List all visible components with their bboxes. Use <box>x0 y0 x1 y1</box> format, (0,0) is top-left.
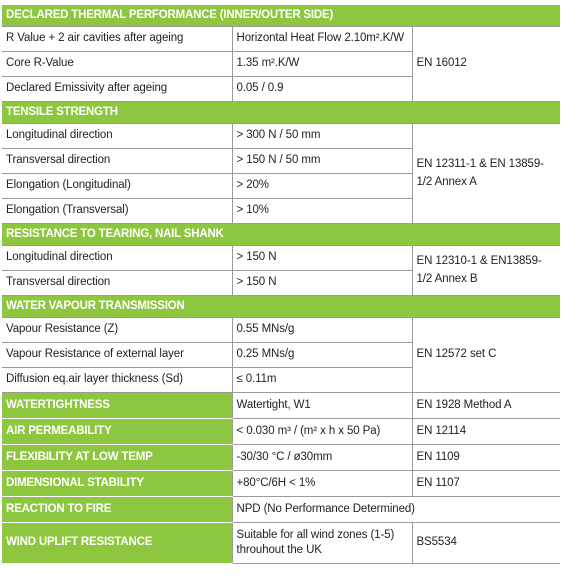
table-row: Longitudinal direction > 300 N / 50 mm E… <box>2 123 561 224</box>
table-row: Transversal direction > 150 N / 50 mm <box>2 148 560 174</box>
row-label: FLEXIBILITY AT LOW TEMP <box>2 444 232 471</box>
table-row: Vapour Resistance of external layer 0.25… <box>2 342 560 368</box>
property-label: Vapour Resistance of external layer <box>2 342 233 368</box>
table-row: R Value + 2 air cavities after ageing Ho… <box>2 26 561 102</box>
table-row: Declared Emissivity after ageing 0.05 / … <box>2 76 560 102</box>
property-value: +80°C/6H < 1% <box>231 470 413 497</box>
table-row: Transversal direction > 150 N <box>2 270 560 296</box>
section-header: TENSILE STRENGTH <box>2 101 561 124</box>
property-value: Suitable for all wind zones (1-5) throuh… <box>231 522 413 564</box>
table-row: Longitudinal direction > 150 N EN 12310-… <box>2 245 561 296</box>
property-value: 0.55 MNs/g <box>231 317 413 343</box>
property-label: Elongation (Longitudinal) <box>2 173 233 199</box>
standard-reference: EN 12311-1 & EN 13859-1/2 Annex A <box>411 123 561 224</box>
standard-reference: EN 16012 <box>411 26 561 102</box>
property-value: 1.35 m².K/W <box>231 51 413 77</box>
property-value: > 150 N <box>231 270 413 296</box>
table-row: WIND UPLIFT RESISTANCE Suitable for all … <box>2 522 561 564</box>
property-label: Longitudinal direction <box>2 245 233 271</box>
table-row: Vapour Resistance (Z) 0.55 MNs/g EN 1257… <box>2 317 561 393</box>
table-row: WATERTIGHTNESS Watertight, W1 EN 1928 Me… <box>2 392 561 419</box>
section-title: WATER VAPOUR TRANSMISSION <box>2 295 561 318</box>
property-label: Diffusion eq.air layer thickness (Sd) <box>2 367 233 393</box>
standard-reference: EN 12114 <box>412 418 561 445</box>
section-header: RESISTANCE TO TEARING, NAIL SHANK <box>2 223 561 246</box>
standard-reference: EN 1928 Method A <box>412 392 561 419</box>
table-row: Elongation (Transversal) > 10% <box>2 198 560 224</box>
property-value: < 0.030 m³ / (m² x h x 50 Pa) <box>231 418 413 445</box>
property-value: Watertight, W1 <box>231 392 413 419</box>
property-value: 0.05 / 0.9 <box>231 76 413 102</box>
table-row: Diffusion eq.air layer thickness (Sd) ≤ … <box>2 367 560 393</box>
section-header: DECLARED THERMAL PERFORMANCE (INNER/OUTE… <box>2 5 561 27</box>
property-label: Vapour Resistance (Z) <box>2 317 233 343</box>
performance-table: DECLARED THERMAL PERFORMANCE (INNER/OUTE… <box>2 5 561 564</box>
property-label: Longitudinal direction <box>2 123 233 149</box>
table-row: FLEXIBILITY AT LOW TEMP -30/30 °C / ø30m… <box>2 444 561 471</box>
table-row: AIR PERMEABILITY < 0.030 m³ / (m² x h x … <box>2 418 561 445</box>
standard-reference: BS5534 <box>412 522 561 564</box>
property-label: Elongation (Transversal) <box>2 198 233 224</box>
property-label: Declared Emissivity after ageing <box>2 76 233 102</box>
property-value: > 10% <box>231 198 413 224</box>
standard-reference: EN 12310-1 & EN13859-1/2 Annex B <box>411 245 561 296</box>
row-label: AIR PERMEABILITY <box>2 418 232 445</box>
property-value: Horizontal Heat Flow 2.10m².K/W <box>231 26 413 52</box>
property-label: R Value + 2 air cavities after ageing <box>2 26 233 52</box>
property-value: NPD (No Performance Determined) <box>231 496 561 523</box>
standard-reference: EN 1109 <box>412 444 561 471</box>
table-row: Elongation (Longitudinal) > 20% <box>2 173 560 199</box>
property-label: Transversal direction <box>2 270 233 296</box>
property-label: Transversal direction <box>2 148 233 174</box>
table-row: REACTION TO FIRE NPD (No Performance Det… <box>2 496 561 523</box>
row-label: WIND UPLIFT RESISTANCE <box>2 522 232 564</box>
section-header: WATER VAPOUR TRANSMISSION <box>2 295 561 318</box>
row-label: REACTION TO FIRE <box>2 496 232 523</box>
row-label: DIMENSIONAL STABILITY <box>2 470 232 497</box>
row-label: WATERTIGHTNESS <box>2 392 232 419</box>
section-title: DECLARED THERMAL PERFORMANCE (INNER/OUTE… <box>2 5 561 27</box>
property-value: > 20% <box>231 173 413 199</box>
table-row: DIMENSIONAL STABILITY +80°C/6H < 1% EN 1… <box>2 470 561 497</box>
property-value: > 300 N / 50 mm <box>231 123 413 149</box>
property-value: > 150 N <box>231 245 413 271</box>
property-value: -30/30 °C / ø30mm <box>231 444 413 471</box>
property-value: 0.25 MNs/g <box>231 342 413 368</box>
property-label: Core R-Value <box>2 51 233 77</box>
property-value: > 150 N / 50 mm <box>231 148 413 174</box>
section-title: RESISTANCE TO TEARING, NAIL SHANK <box>2 223 561 246</box>
standard-reference: EN 12572 set C <box>411 317 561 393</box>
property-value: ≤ 0.11m <box>231 367 413 393</box>
section-title: TENSILE STRENGTH <box>2 101 561 124</box>
standard-reference: EN 1107 <box>412 470 561 497</box>
